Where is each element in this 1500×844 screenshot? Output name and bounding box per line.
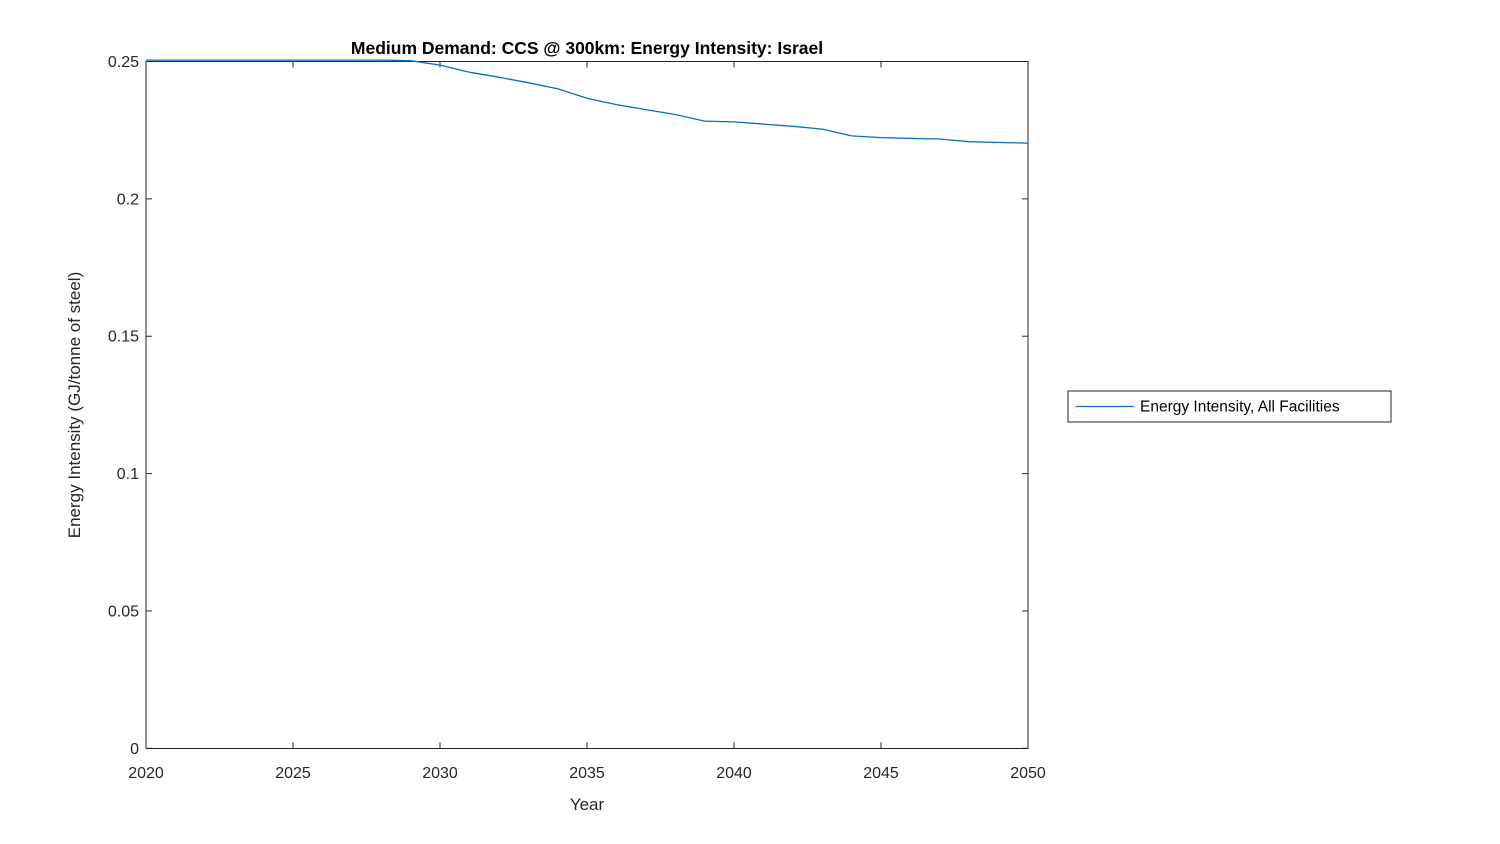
x-tick-label: 2020 [128,765,164,782]
x-tick-labels: 2020 2025 2030 2035 2040 2045 2050 [128,765,1046,782]
x-tick-label: 2040 [716,765,752,782]
x-tick-label: 2045 [863,765,899,782]
plot-area [145,61,1029,749]
x-tick-label: 2035 [569,765,605,782]
x-tick-label: 2030 [422,765,458,782]
y-tick-labels: 0 0.05 0.1 0.15 0.2 0.25 [108,54,139,758]
legend-label: Energy Intensity, All Facilities [1140,399,1340,416]
energy-intensity-line [146,59,1029,144]
y-tick-label: 0.05 [108,603,139,620]
axis-ticks [145,61,1029,749]
x-axis-label: Year [570,795,605,814]
y-tick-label: 0.25 [108,54,139,71]
y-tick-label: 0 [130,741,139,758]
legend: Energy Intensity, All Facilities [1067,390,1392,423]
y-tick-label: 0.2 [117,191,139,208]
x-tick-label: 2025 [275,765,311,782]
y-tick-label: 0.1 [117,466,139,483]
y-tick-label: 0.15 [108,329,139,346]
y-axis-label: Energy Intensity (GJ/tonne of steel) [65,272,84,538]
x-tick-label: 2050 [1010,765,1046,782]
chart-title: Medium Demand: CCS @ 300km: Energy Inten… [351,38,823,58]
